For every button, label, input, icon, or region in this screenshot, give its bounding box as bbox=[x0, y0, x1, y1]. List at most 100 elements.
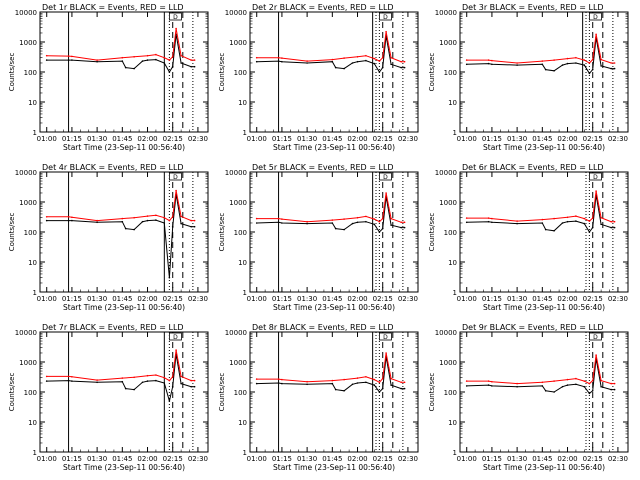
data-point-lld bbox=[71, 216, 73, 219]
data-point-lld bbox=[193, 59, 196, 61]
data-point-lld bbox=[541, 60, 544, 62]
data-point-events bbox=[588, 231, 591, 233]
data-point-lld bbox=[133, 376, 135, 379]
data-point-events bbox=[544, 68, 547, 71]
data-point-lld bbox=[175, 349, 177, 351]
data-point-lld bbox=[553, 380, 555, 382]
data-point-events bbox=[356, 382, 359, 384]
data-point-lld bbox=[343, 57, 345, 59]
data-point-events bbox=[155, 58, 157, 61]
marker-box bbox=[589, 12, 602, 21]
data-point-events bbox=[171, 65, 174, 68]
data-point-events bbox=[96, 381, 98, 384]
x-tick-label: 01:45 bbox=[532, 295, 552, 303]
x-tick-label: 02:30 bbox=[608, 295, 628, 303]
y-tick-label: 1 bbox=[453, 449, 457, 457]
data-point-lld bbox=[610, 382, 612, 385]
y-tick-label: 1 bbox=[243, 449, 247, 457]
data-point-lld bbox=[45, 54, 48, 57]
y-tick-label: 1000 bbox=[229, 39, 247, 47]
chart-title: Det 9r BLACK = Events, RED = LLD bbox=[462, 323, 604, 332]
x-tick-label: 02:00 bbox=[557, 455, 577, 463]
data-point-events bbox=[343, 228, 345, 231]
x-tick-label: 02:00 bbox=[347, 135, 367, 143]
marker-box-label: D bbox=[593, 334, 598, 341]
y-tick-label: 1 bbox=[33, 129, 37, 137]
data-point-events bbox=[610, 388, 612, 391]
y-tick-label: 10000 bbox=[15, 329, 37, 337]
data-point-lld bbox=[71, 55, 73, 58]
y-axis-label: Counts/sec bbox=[428, 213, 436, 252]
data-point-lld bbox=[45, 216, 48, 218]
data-point-events bbox=[331, 222, 334, 224]
data-point-lld bbox=[516, 382, 518, 385]
x-axis-label: Start Time (23-Sep-11 00:56:40) bbox=[273, 463, 395, 472]
data-point-lld bbox=[378, 381, 381, 384]
data-point-lld bbox=[356, 377, 359, 379]
data-point-lld bbox=[180, 215, 182, 218]
y-tick-label: 10 bbox=[448, 259, 457, 267]
data-point-lld bbox=[373, 57, 376, 60]
data-point-lld bbox=[331, 219, 334, 221]
x-tick-label: 02:30 bbox=[398, 295, 418, 303]
data-point-lld bbox=[575, 56, 577, 59]
data-point-lld bbox=[465, 59, 468, 61]
marker-box-label: D bbox=[173, 334, 178, 341]
y-tick-label: 10 bbox=[238, 99, 247, 107]
y-tick-label: 10000 bbox=[15, 9, 37, 17]
marker-box-label: D bbox=[173, 174, 178, 181]
data-point-events bbox=[96, 221, 98, 224]
data-point-events bbox=[575, 383, 577, 386]
data-point-events bbox=[45, 219, 48, 222]
y-tick-label: 1 bbox=[33, 449, 37, 457]
data-point-lld bbox=[583, 59, 586, 61]
x-axis-label: Start Time (23-Sep-11 00:56:40) bbox=[273, 143, 395, 152]
data-point-events bbox=[331, 382, 334, 385]
x-tick-label: 02:30 bbox=[608, 135, 628, 143]
data-point-events bbox=[373, 62, 376, 65]
data-point-events bbox=[465, 385, 468, 387]
data-point-events bbox=[193, 65, 196, 68]
data-point-lld bbox=[67, 55, 70, 57]
data-point-lld bbox=[591, 58, 594, 61]
data-point-events bbox=[190, 65, 192, 68]
x-tick-label: 02:15 bbox=[583, 135, 603, 143]
data-point-events bbox=[71, 219, 73, 222]
x-tick-label: 01:30 bbox=[507, 455, 527, 463]
data-point-events bbox=[561, 64, 564, 66]
data-point-lld bbox=[281, 57, 283, 59]
data-point-lld bbox=[343, 218, 345, 220]
x-tick-label: 02:00 bbox=[347, 455, 367, 463]
x-tick-label: 01:15 bbox=[482, 295, 502, 303]
data-point-lld bbox=[610, 220, 612, 223]
data-point-events bbox=[465, 221, 468, 224]
y-tick-label: 100 bbox=[24, 229, 37, 237]
data-point-events bbox=[381, 66, 384, 69]
data-point-lld bbox=[390, 56, 392, 59]
data-point-events bbox=[190, 385, 192, 388]
data-point-events bbox=[365, 59, 367, 62]
data-point-lld bbox=[163, 216, 166, 219]
data-point-events bbox=[121, 380, 124, 383]
data-point-events bbox=[516, 64, 518, 66]
data-point-events bbox=[487, 62, 490, 65]
data-point-lld bbox=[96, 379, 98, 381]
data-point-lld bbox=[487, 380, 490, 382]
data-point-events bbox=[277, 60, 280, 62]
y-tick-label: 10000 bbox=[225, 169, 247, 177]
data-point-events bbox=[146, 219, 149, 222]
x-tick-label: 01:00 bbox=[247, 135, 267, 143]
data-point-events bbox=[124, 387, 127, 390]
data-point-lld bbox=[277, 217, 280, 220]
data-point-lld bbox=[180, 54, 182, 57]
data-point-events bbox=[403, 66, 406, 69]
data-point-events bbox=[96, 60, 98, 63]
data-point-events bbox=[591, 226, 594, 229]
data-point-events bbox=[121, 220, 124, 223]
x-tick-label: 01:45 bbox=[322, 135, 342, 143]
data-point-lld bbox=[591, 217, 594, 219]
data-point-lld bbox=[553, 217, 555, 220]
data-point-lld bbox=[193, 219, 196, 222]
data-point-lld bbox=[613, 220, 616, 223]
x-tick-label: 01:45 bbox=[322, 295, 342, 303]
